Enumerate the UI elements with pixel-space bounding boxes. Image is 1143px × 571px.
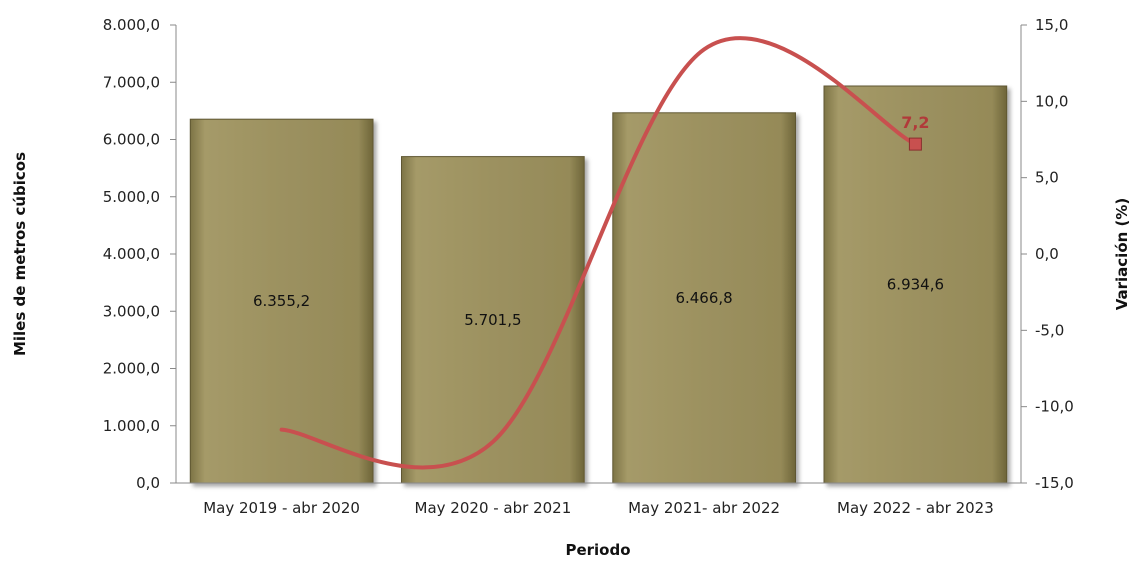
right-tick-label: 10,0: [1035, 92, 1068, 110]
left-tick-label: 3.000,0: [103, 302, 160, 320]
left-tick-label: 1.000,0: [103, 417, 160, 435]
left-tick-label: 8.000,0: [103, 16, 160, 34]
left-tick-label: 4.000,0: [103, 245, 160, 263]
variation-line: [279, 36, 918, 470]
right-tick-label: 0,0: [1035, 245, 1059, 263]
bar-label-1: 6.355,2: [253, 292, 310, 310]
category-label-4: May 2022 - abr 2023: [837, 499, 994, 517]
right-tick-label: 5,0: [1035, 169, 1059, 187]
bar-label-2: 5.701,5: [464, 311, 521, 329]
bar-2: [401, 156, 585, 484]
left-tick-label: 7.000,0: [103, 73, 160, 91]
variation-point-label: 7,2: [901, 113, 929, 132]
bar-3: [612, 112, 796, 484]
category-tick-labels: May 2019 - abr 2020 May 2020 - abr 2021 Ma…: [203, 499, 994, 517]
right-axis-ticks: -15,0 -10,0 -5,0 0,0 5,0 10,0 15,0: [1021, 16, 1074, 492]
y2-axis-title: Variación (%): [1113, 198, 1131, 311]
right-tick-label: -15,0: [1035, 474, 1074, 492]
bar-1: [189, 118, 374, 484]
left-tick-label: 2.000,0: [103, 360, 160, 378]
bar-label-4: 6.934,6: [887, 276, 944, 294]
variation-point-marker: [908, 137, 922, 151]
x-axis-title: Periodo: [565, 541, 630, 559]
left-tick-label: 0,0: [136, 474, 160, 492]
left-tick-label: 5.000,0: [103, 188, 160, 206]
category-label-3: May 2021- abr 2022: [628, 499, 780, 517]
bar-data-labels: 6.355,2 5.701,5 6.466,8 6.934,6: [253, 276, 944, 329]
y-axis-title: Miles de metros cúbicos: [11, 152, 29, 356]
bar-label-3: 6.466,8: [675, 289, 732, 307]
bar-4: [823, 85, 1008, 484]
bar-series: [189, 85, 1008, 484]
category-label-1: May 2019 - abr 2020: [203, 499, 360, 517]
right-tick-label: 15,0: [1035, 16, 1068, 34]
category-label-2: May 2020 - abr 2021: [415, 499, 572, 517]
left-tick-label: 6.000,0: [103, 131, 160, 149]
left-axis-ticks: 0,0 1.000,0 2.000,0 3.000,0 4.000,0 5.000,0 6.…: [103, 16, 176, 492]
right-tick-label: -5,0: [1035, 321, 1064, 339]
right-tick-label: -10,0: [1035, 398, 1074, 416]
